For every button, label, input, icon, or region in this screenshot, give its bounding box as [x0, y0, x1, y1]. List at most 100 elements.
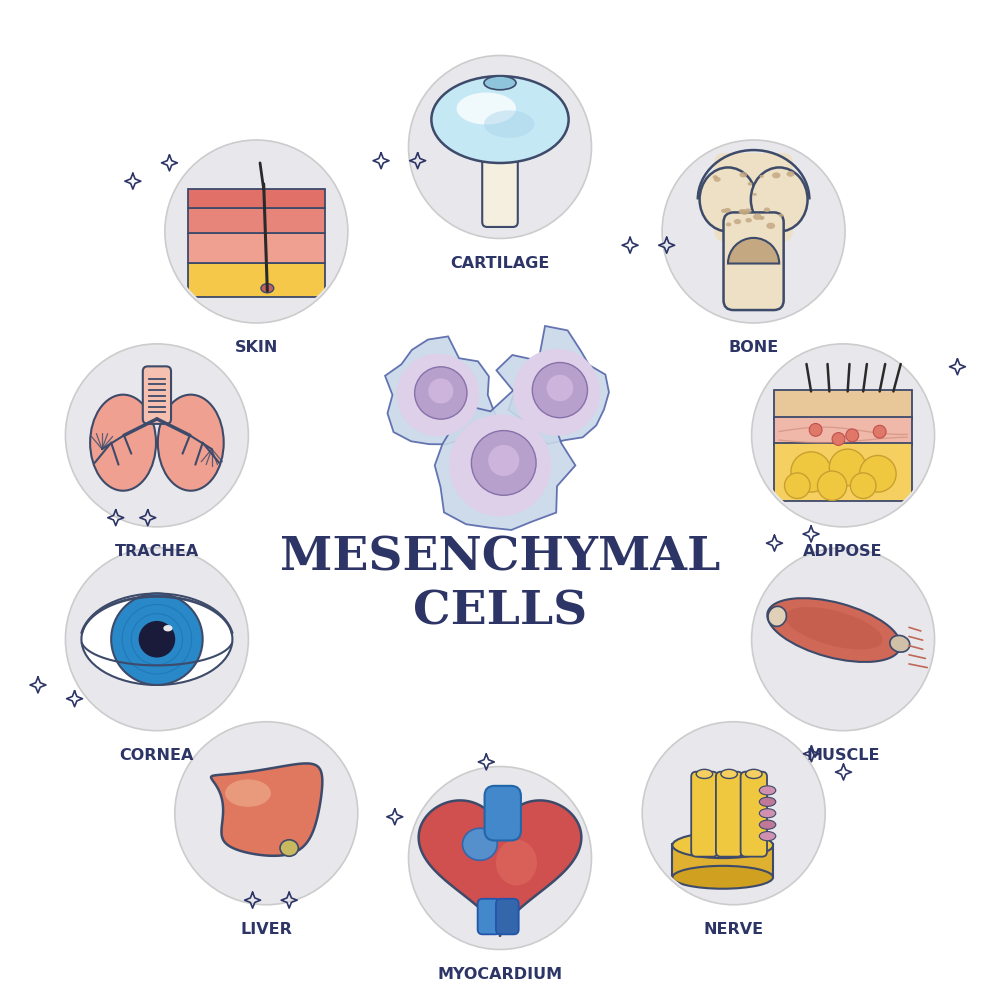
- FancyBboxPatch shape: [478, 899, 500, 934]
- Polygon shape: [385, 336, 496, 444]
- Circle shape: [488, 445, 519, 476]
- FancyBboxPatch shape: [143, 366, 171, 424]
- Circle shape: [415, 367, 467, 419]
- Circle shape: [449, 414, 551, 516]
- Ellipse shape: [759, 786, 776, 795]
- FancyBboxPatch shape: [485, 786, 521, 840]
- Circle shape: [168, 143, 345, 320]
- Ellipse shape: [721, 209, 727, 213]
- Circle shape: [68, 550, 246, 728]
- Ellipse shape: [738, 209, 745, 214]
- Circle shape: [645, 725, 822, 902]
- Ellipse shape: [746, 769, 762, 778]
- Text: CORNEA: CORNEA: [120, 748, 194, 763]
- Ellipse shape: [772, 172, 780, 178]
- Ellipse shape: [484, 76, 516, 90]
- FancyBboxPatch shape: [714, 153, 793, 241]
- Ellipse shape: [90, 395, 156, 491]
- Ellipse shape: [759, 175, 764, 178]
- Circle shape: [752, 344, 935, 527]
- Ellipse shape: [785, 607, 883, 649]
- FancyBboxPatch shape: [774, 417, 912, 445]
- Ellipse shape: [696, 769, 713, 778]
- Text: BONE: BONE: [728, 340, 779, 355]
- FancyBboxPatch shape: [188, 189, 325, 208]
- Circle shape: [409, 767, 591, 949]
- Circle shape: [65, 344, 248, 527]
- Circle shape: [409, 55, 591, 238]
- Circle shape: [411, 58, 589, 236]
- Circle shape: [873, 425, 886, 438]
- Circle shape: [829, 449, 866, 486]
- Ellipse shape: [431, 76, 569, 163]
- Wedge shape: [728, 238, 779, 264]
- Circle shape: [817, 471, 847, 500]
- FancyBboxPatch shape: [691, 772, 718, 857]
- Ellipse shape: [759, 832, 776, 841]
- FancyBboxPatch shape: [188, 263, 325, 297]
- Ellipse shape: [280, 840, 298, 856]
- FancyBboxPatch shape: [724, 212, 784, 310]
- Ellipse shape: [261, 284, 274, 293]
- Ellipse shape: [748, 182, 752, 186]
- Circle shape: [850, 473, 876, 498]
- Circle shape: [178, 725, 355, 902]
- Circle shape: [411, 769, 589, 947]
- Ellipse shape: [462, 828, 497, 860]
- Ellipse shape: [890, 635, 910, 652]
- Ellipse shape: [726, 222, 731, 226]
- Circle shape: [397, 354, 479, 436]
- Ellipse shape: [81, 593, 232, 685]
- Ellipse shape: [672, 832, 773, 858]
- Circle shape: [832, 433, 845, 445]
- Circle shape: [665, 143, 842, 320]
- Ellipse shape: [759, 797, 776, 806]
- Text: SKIN: SKIN: [235, 340, 278, 355]
- Polygon shape: [211, 763, 322, 856]
- Text: CARTILAGE: CARTILAGE: [450, 256, 550, 271]
- Ellipse shape: [759, 820, 776, 829]
- Ellipse shape: [225, 779, 271, 807]
- Ellipse shape: [764, 207, 770, 212]
- Ellipse shape: [158, 395, 224, 491]
- Text: MESENCHYMAL
CELLS: MESENCHYMAL CELLS: [280, 535, 720, 634]
- FancyBboxPatch shape: [496, 899, 519, 934]
- Circle shape: [428, 378, 453, 404]
- Circle shape: [785, 473, 810, 498]
- Circle shape: [139, 621, 175, 658]
- Polygon shape: [435, 390, 575, 530]
- Circle shape: [860, 455, 896, 492]
- Ellipse shape: [672, 866, 773, 889]
- Circle shape: [754, 550, 932, 728]
- Text: TRACHEA: TRACHEA: [115, 544, 199, 559]
- Ellipse shape: [745, 218, 752, 223]
- Ellipse shape: [721, 769, 737, 778]
- Circle shape: [662, 140, 845, 323]
- Circle shape: [65, 548, 248, 731]
- Circle shape: [175, 722, 358, 905]
- Polygon shape: [419, 800, 581, 936]
- Circle shape: [752, 548, 935, 731]
- Circle shape: [165, 140, 348, 323]
- Text: MUSCLE: MUSCLE: [806, 748, 880, 763]
- Ellipse shape: [484, 110, 534, 138]
- Ellipse shape: [496, 840, 537, 885]
- Ellipse shape: [739, 172, 747, 177]
- Circle shape: [791, 452, 831, 492]
- FancyBboxPatch shape: [188, 233, 325, 263]
- Ellipse shape: [163, 625, 172, 631]
- Ellipse shape: [760, 216, 765, 219]
- Ellipse shape: [779, 214, 783, 217]
- FancyBboxPatch shape: [774, 390, 912, 419]
- Ellipse shape: [787, 171, 795, 177]
- Circle shape: [532, 363, 587, 418]
- Polygon shape: [496, 326, 609, 444]
- Circle shape: [111, 593, 203, 685]
- Circle shape: [513, 349, 600, 436]
- Ellipse shape: [744, 208, 751, 213]
- Ellipse shape: [753, 193, 757, 196]
- Text: MYOCARDIUM: MYOCARDIUM: [437, 967, 563, 982]
- Circle shape: [809, 423, 822, 436]
- Ellipse shape: [768, 606, 786, 626]
- Ellipse shape: [753, 214, 762, 220]
